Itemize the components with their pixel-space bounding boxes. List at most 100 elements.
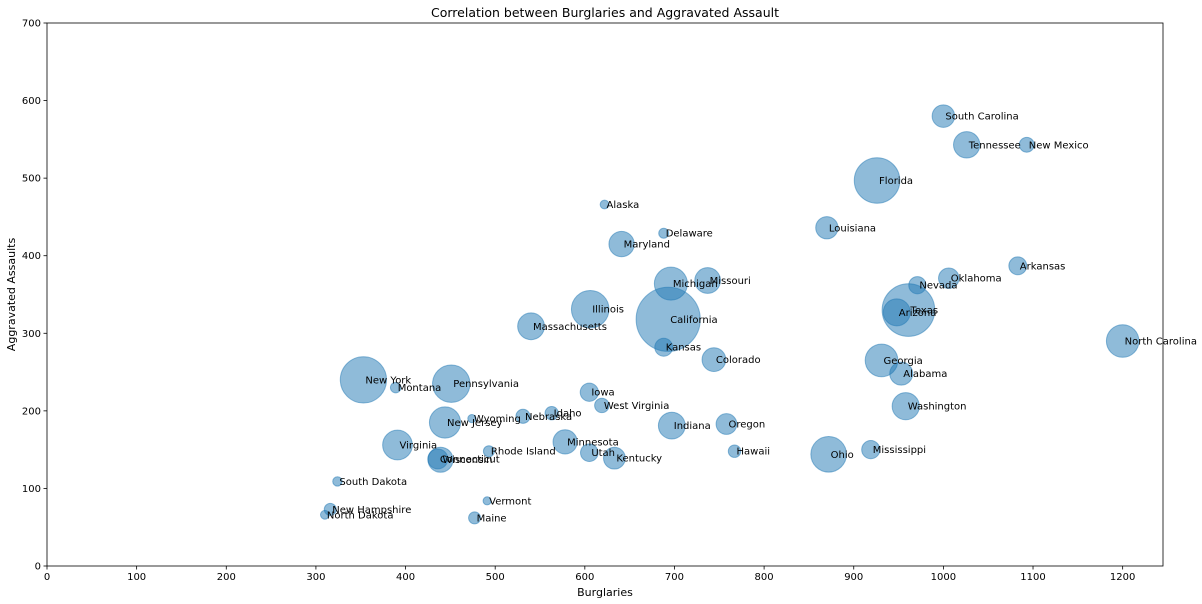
bubble-point	[332, 476, 343, 487]
y-axis-ticks: 0 100 200 300 400 500 600 700	[22, 19, 47, 573]
point-label: New Jersey	[447, 418, 503, 429]
point-label: Kansas	[666, 343, 701, 354]
point-label: New York	[365, 375, 411, 386]
bubble-point	[953, 131, 981, 159]
point-label: Pennsylvania	[453, 379, 519, 390]
y-tick-label: 200	[22, 406, 41, 417]
plot-frame	[46, 22, 1164, 567]
point-label: Rhode Island	[491, 447, 556, 458]
y-tick-label: 500	[22, 174, 41, 185]
bubble-point	[658, 227, 670, 239]
x-tick-label: 1000	[931, 572, 956, 583]
bubble-point	[608, 230, 635, 258]
bubble-point	[580, 443, 599, 463]
point-label: Texas	[909, 306, 938, 317]
bubble-point	[319, 509, 330, 520]
point-label: Mississippi	[873, 445, 926, 456]
point-label: Arkansas	[1020, 261, 1066, 272]
bubble-point	[570, 289, 610, 329]
point-label: Nebraska	[525, 412, 572, 423]
bubble-point	[552, 429, 578, 455]
bubble-point	[482, 496, 492, 506]
x-axis-title: Burglaries	[577, 586, 633, 599]
point-label: Michigan	[673, 279, 718, 290]
point-label: Colorado	[716, 355, 761, 366]
bubble-point	[815, 216, 839, 240]
point-label: Wyoming	[474, 414, 521, 425]
bubble-point	[544, 406, 559, 421]
point-label: North Dakota	[327, 510, 394, 521]
point-label: South Dakota	[339, 477, 407, 488]
point-label: South Carolina	[945, 112, 1018, 123]
bubble-point	[654, 337, 674, 357]
bubble-point	[727, 444, 742, 458]
bubble-point	[432, 364, 471, 403]
bubble-point	[881, 283, 936, 337]
y-tick-label: 0	[35, 562, 41, 573]
point-label: Hawaii	[737, 447, 771, 458]
bubble-point	[482, 445, 495, 458]
point-label: Florida	[879, 176, 913, 187]
point-label: Delaware	[666, 229, 713, 240]
point-label: Illinois	[592, 305, 624, 316]
bubble-point	[603, 446, 626, 470]
point-label: Minnesota	[567, 437, 619, 448]
point-label: Maryland	[624, 240, 670, 251]
x-tick-label: 200	[217, 572, 236, 583]
point-label: North Carolina	[1125, 337, 1197, 348]
y-tick-label: 600	[22, 96, 41, 107]
x-tick-label: 600	[575, 572, 594, 583]
bubble-point	[938, 267, 960, 289]
bubble-point	[428, 406, 462, 439]
bubble-point	[594, 397, 610, 414]
point-label: Nevada	[919, 281, 957, 292]
bubble-point	[810, 435, 847, 473]
x-tick-label: 0	[44, 572, 50, 583]
point-label: New Hampshire	[332, 505, 411, 516]
bubble-point	[599, 199, 610, 210]
point-label: Alabama	[903, 369, 947, 380]
point-label: Ohio	[831, 450, 854, 461]
bubble-point	[861, 440, 881, 460]
bubble-point	[517, 312, 545, 341]
x-axis-ticks: 0 100 200 300 400 500 600 700 800 900 1000 1100 1200	[44, 566, 1135, 583]
y-tick-label: 100	[22, 484, 41, 495]
y-tick-label: 700	[22, 19, 41, 30]
chart-title: Correlation between Burglaries and Aggra…	[431, 5, 779, 20]
x-tick-label: 300	[306, 572, 325, 583]
point-label: Alaska	[607, 200, 640, 211]
y-tick-label: 300	[22, 329, 41, 340]
x-tick-label: 400	[396, 572, 415, 583]
point-label: California	[670, 315, 718, 326]
bubble-point	[853, 157, 901, 204]
x-tick-label: 500	[486, 572, 505, 583]
x-tick-label: 900	[844, 572, 863, 583]
point-label: Montana	[398, 383, 442, 394]
x-tick-label: 700	[665, 572, 684, 583]
point-label: Utah	[591, 448, 615, 459]
bubble-point	[653, 266, 688, 301]
x-tick-label: 800	[755, 572, 774, 583]
point-label: Virginia	[399, 440, 437, 451]
point-labels-layer: Alabama Alaska Arizona Arkansas California Co…	[327, 112, 1197, 525]
bubble-point	[427, 446, 454, 473]
point-label: Connecticut	[440, 454, 500, 465]
bubble-point	[694, 267, 721, 294]
point-label: Kentucky	[616, 454, 662, 465]
bubble-point	[931, 104, 956, 128]
point-label: Arizona	[899, 308, 937, 319]
point-label: New Mexico	[1029, 140, 1089, 151]
point-label: Missouri	[710, 276, 751, 287]
point-label: Idaho	[554, 409, 582, 420]
y-axis-title: Aggravated Assaults	[5, 238, 18, 352]
bubble-point	[339, 356, 388, 404]
bubble-point	[382, 429, 413, 461]
bubble-point	[657, 411, 686, 440]
point-label: Oklahoma	[951, 274, 1002, 285]
point-label: Massachusetts	[533, 322, 607, 333]
bubble-point	[1008, 256, 1028, 276]
point-label: West Virginia	[604, 401, 669, 412]
bubble-point	[389, 381, 402, 394]
point-label: Indiana	[674, 421, 711, 432]
